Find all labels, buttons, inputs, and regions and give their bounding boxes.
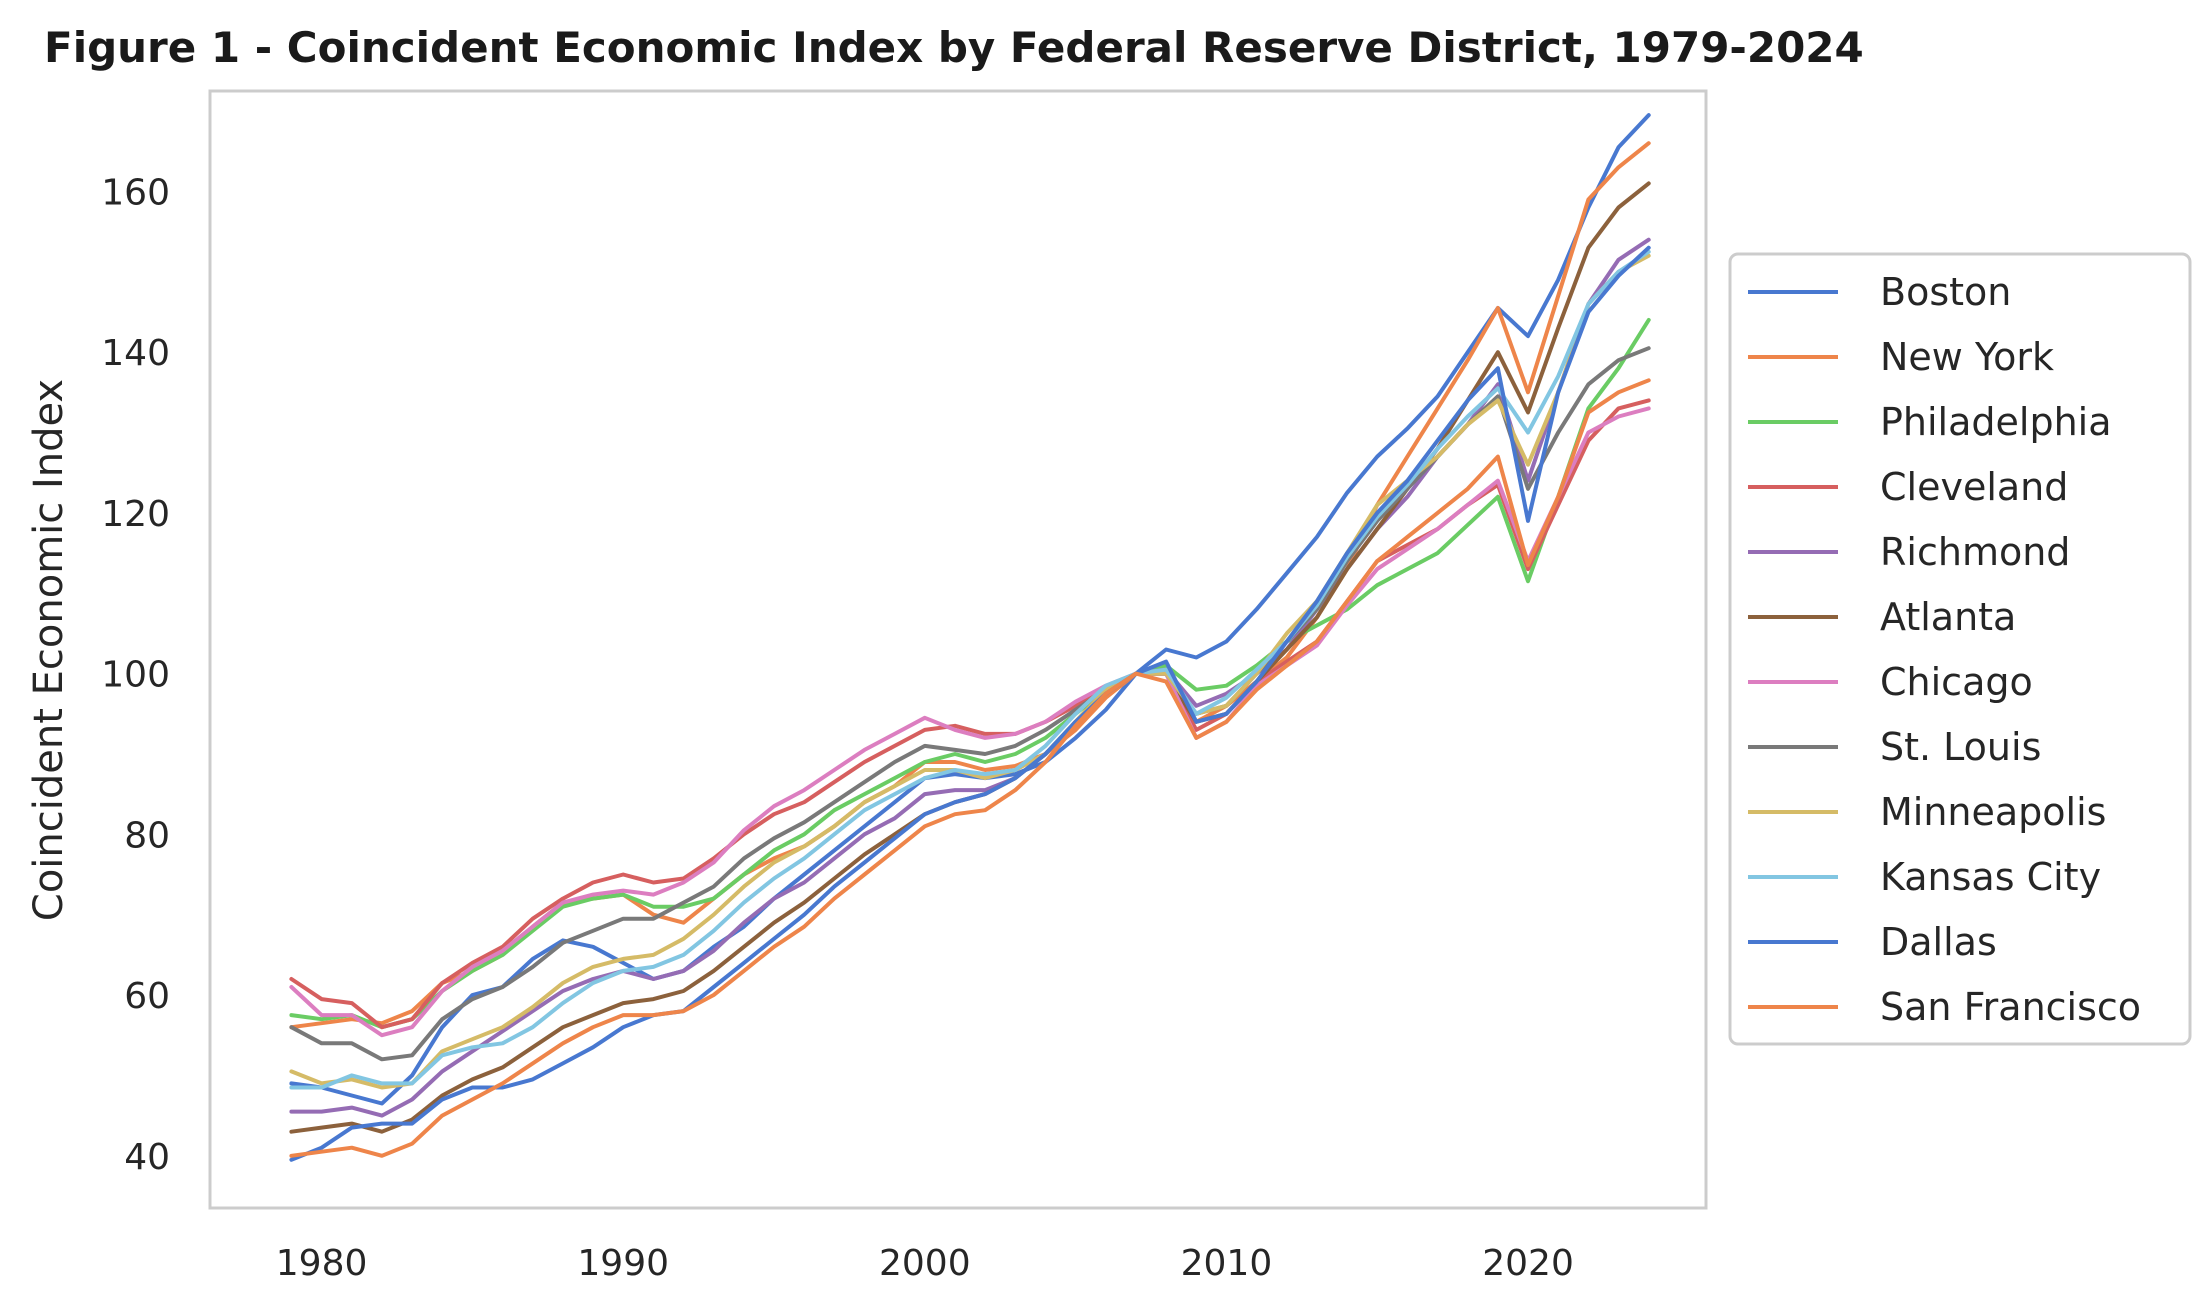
x-tick-label: 1990 [577, 1243, 669, 1284]
y-tick-label: 40 [124, 1137, 170, 1178]
legend-label: Dallas [1880, 920, 1997, 964]
legend-label: San Francisco [1880, 985, 2141, 1029]
legend-label: Minneapolis [1880, 790, 2106, 834]
legend-label: Philadelphia [1880, 400, 2112, 444]
legend-label: Chicago [1880, 660, 2033, 704]
y-axis-label: Coincident Economic Index [26, 379, 72, 921]
legend-label: New York [1880, 335, 2054, 379]
y-axis: 40 60 80 100 120 140 160 [101, 172, 170, 1177]
x-tick-label: 2010 [1181, 1243, 1273, 1284]
legend-box [1728, 252, 2192, 1046]
series-line-cleveland [289, 398, 1651, 1030]
x-tick-label: 1980 [276, 1243, 368, 1284]
legend-label: Cleveland [1880, 465, 2068, 509]
series-lines [289, 113, 1651, 1162]
series-line-philadelphia [289, 318, 1651, 1030]
series-line-st-louis [289, 346, 1651, 1062]
series-line-chicago [289, 406, 1651, 1038]
series-line-new-york [289, 141, 1651, 1030]
x-tick-label: 2020 [1482, 1243, 1574, 1284]
series-line-minneapolis [289, 253, 1651, 1090]
y-tick-label: 120 [101, 494, 170, 535]
x-axis: 1980 1990 2000 2010 2020 [276, 1243, 1574, 1284]
legend-label: St. Louis [1880, 725, 2041, 769]
legend-label: Boston [1880, 270, 2011, 314]
plot-area-frame [208, 89, 1708, 1210]
y-tick-label: 60 [124, 976, 170, 1017]
y-tick-label: 100 [101, 655, 170, 696]
y-tick-label: 80 [124, 815, 170, 856]
y-tick-label: 160 [101, 172, 170, 213]
x-tick-label: 2000 [879, 1243, 971, 1284]
series-line-dallas [289, 245, 1651, 1162]
y-tick-label: 140 [101, 333, 170, 374]
series-line-richmond [289, 237, 1651, 1118]
series-line-san-francisco [289, 378, 1651, 1158]
legend-label: Richmond [1880, 530, 2070, 574]
legend: Boston New York Philadelphia Cleveland Richm… [1728, 252, 2192, 1046]
legend-label: Kansas City [1880, 855, 2101, 899]
chart-title: Figure 1 - Coincident Economic Index by … [44, 23, 1864, 72]
legend-label: Atlanta [1880, 595, 2016, 639]
series-line-kansas-city [289, 249, 1651, 1090]
